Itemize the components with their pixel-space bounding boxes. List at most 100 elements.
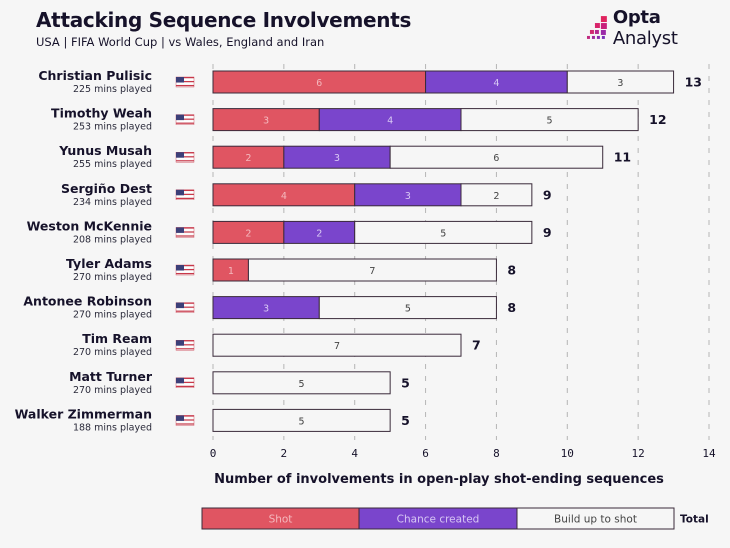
chart-subtitle: USA | FIFA World Cup | vs Wales, England… <box>36 35 325 49</box>
player-minutes: 234 mins played <box>73 197 152 208</box>
player-minutes: 270 mins played <box>73 310 152 321</box>
player-minutes: 208 mins played <box>73 234 152 245</box>
bar-segment-build-up <box>318 296 497 320</box>
bar-segment-build-up <box>212 408 391 432</box>
player-minutes: 270 mins played <box>73 385 152 396</box>
segment-value-label: 6 <box>316 78 322 89</box>
segment-value-label: 2 <box>245 153 251 164</box>
segment-value-label: 3 <box>263 116 269 127</box>
x-tick-label: 4 <box>351 447 358 460</box>
legend-label: Build up to shot <box>554 514 637 526</box>
segment-value-label: 5 <box>299 416 305 427</box>
usa-flag-icon <box>175 189 195 201</box>
segment-value-label: 6 <box>493 153 499 164</box>
segment-value-label: 5 <box>547 116 553 127</box>
bar-segment-build-up <box>389 145 604 169</box>
x-tick-label: 14 <box>702 447 716 460</box>
usa-flag-icon <box>175 76 195 88</box>
segment-value-label: 4 <box>387 116 393 127</box>
opta-analyst-logo: Opta Analyst <box>585 7 730 49</box>
bar-segment-build-up <box>212 333 462 357</box>
total-value-label: 5 <box>401 413 410 428</box>
bar-segment-build-up <box>460 108 639 132</box>
segment-value-label: 3 <box>334 153 340 164</box>
total-value-label: 7 <box>472 338 481 353</box>
total-value-label: 11 <box>614 150 631 165</box>
segment-value-label: 1 <box>228 266 234 277</box>
usa-flag-icon <box>175 377 195 388</box>
legend-swatch-build-up <box>516 507 675 530</box>
player-name: Yunus Musah <box>58 143 152 158</box>
player-name: Timothy Weah <box>51 106 152 121</box>
segment-value-label: 7 <box>369 266 375 277</box>
bar-segment-build-up <box>460 183 533 207</box>
legend-label: Shot <box>269 514 293 526</box>
x-tick-label: 10 <box>561 447 574 460</box>
x-tick-label: 8 <box>493 447 500 460</box>
bar-segment-build-up <box>247 258 497 282</box>
player-minutes: 270 mins played <box>73 272 152 283</box>
bar-segment-build-up <box>212 371 391 395</box>
player-minutes: 253 mins played <box>73 122 152 133</box>
total-value-label: 9 <box>543 187 552 202</box>
x-tick-label: 12 <box>632 447 645 460</box>
player-minutes: 188 mins played <box>73 422 152 433</box>
segment-value-label: 5 <box>405 304 411 315</box>
usa-flag-icon <box>175 114 195 125</box>
usa-flag-icon <box>175 340 195 351</box>
usa-flag-icon <box>175 227 195 238</box>
x-axis-label: Number of involvements in open-play shot… <box>214 472 664 487</box>
player-name: Walker Zimmerman <box>15 406 152 421</box>
chart-title: Attacking Sequence Involvements <box>36 8 412 32</box>
segment-value-label: 4 <box>493 78 499 89</box>
segment-value-label: 2 <box>493 191 499 202</box>
player-name: Antonee Robinson <box>23 294 152 309</box>
total-value-label: 13 <box>685 75 702 90</box>
player-name: Christian Pulisic <box>38 68 152 83</box>
legend: Shot Chance created Build up to shot Total <box>201 507 709 530</box>
usa-flag-icon <box>175 415 195 426</box>
segment-value-label: 2 <box>245 228 251 239</box>
total-value-label: 12 <box>649 112 666 127</box>
logo-text: Opta Analyst <box>612 7 678 49</box>
segment-value-label: 3 <box>405 191 411 202</box>
bar-segment-build-up <box>566 70 675 94</box>
player-minutes: 255 mins played <box>73 159 152 170</box>
x-axis: 0 2 4 6 8 10 12 14 <box>210 447 716 460</box>
player-minutes: 270 mins played <box>73 347 152 358</box>
segment-value-label: 3 <box>263 304 269 315</box>
total-value-label: 5 <box>401 375 410 390</box>
player-name: Weston McKennie <box>27 218 152 233</box>
segment-value-label: 3 <box>617 78 623 89</box>
player-name: Sergiño Dest <box>61 181 152 196</box>
x-tick-label: 6 <box>422 447 429 460</box>
segment-value-label: 7 <box>334 341 340 352</box>
opta-pixel-stairs-icon <box>586 16 607 39</box>
legend-total-label: Total <box>680 514 709 526</box>
segment-value-label: 5 <box>299 379 305 390</box>
player-minutes: 225 mins played <box>73 84 152 95</box>
total-value-label: 9 <box>543 225 552 240</box>
player-name: Tim Ream <box>82 331 152 346</box>
x-tick-label: 2 <box>281 447 288 460</box>
total-value-label: 8 <box>507 300 516 315</box>
bar-segment-build-up <box>354 220 533 244</box>
usa-flag-icon <box>175 264 195 276</box>
player-name: Matt Turner <box>69 369 153 384</box>
usa-flag-icon <box>175 151 195 163</box>
segment-value-label: 4 <box>281 191 287 202</box>
total-value-label: 8 <box>507 263 516 278</box>
x-tick-label: 0 <box>210 447 217 460</box>
